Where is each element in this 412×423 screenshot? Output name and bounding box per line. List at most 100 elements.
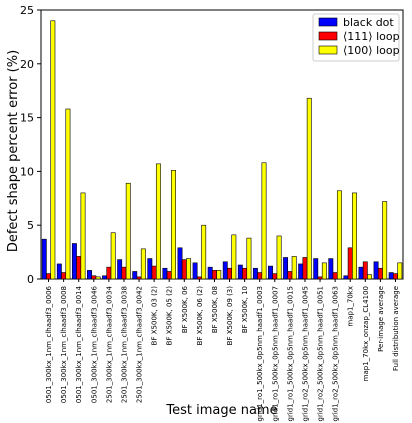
bar — [56, 263, 62, 280]
x-tick-label: map1_70kx — [347, 286, 355, 327]
x-tick-label: 0501_300kx_1nm_clhaadf3_0014 — [75, 285, 83, 403]
bar — [50, 20, 56, 280]
x-tick-label: grid1_ro1_500kx_0p5nm_haadf1_0015 — [286, 286, 294, 421]
bar — [132, 271, 138, 280]
y-tick-label: 25 — [20, 4, 34, 17]
x-tick-label: 2501_300kx_1nm_clhaadf3_0038 — [120, 286, 128, 403]
bar — [201, 224, 207, 280]
bar — [362, 261, 368, 280]
bar — [136, 276, 142, 280]
x-tick-label: grid1_ro1_500kx_0p5nm_haadf1_0007 — [271, 286, 279, 421]
x-tick-label: BF X500K, 10 — [241, 286, 249, 333]
bar — [328, 258, 334, 280]
x-tick-label: Full distribution average — [392, 286, 400, 371]
bar — [177, 247, 183, 280]
bar — [336, 190, 342, 280]
bar — [298, 263, 304, 280]
y-axis-label: Defect shape percent error (%) — [6, 50, 21, 252]
bar — [261, 162, 267, 280]
bar — [388, 272, 394, 280]
bar — [237, 264, 243, 280]
bar — [283, 257, 289, 280]
bar — [95, 276, 101, 280]
legend: black dot⟨111⟩ loop⟨100⟩ loop — [312, 13, 400, 62]
legend-label: ⟨100⟩ loop — [343, 44, 400, 57]
bar — [87, 270, 92, 280]
y-tick-label: 0 — [27, 273, 34, 286]
bar — [291, 256, 297, 280]
x-tick-label: grid1_ro2_500kx_0p5nm_haadf1_0045 — [301, 286, 309, 421]
bar — [162, 267, 168, 280]
bar — [110, 232, 116, 280]
legend-label: ⟨111⟩ loop — [343, 30, 400, 43]
bar — [367, 274, 373, 280]
bar — [216, 270, 222, 280]
bar — [212, 270, 217, 280]
bar — [347, 247, 353, 280]
bar — [397, 262, 403, 280]
x-tick-label: 0501_300kx_1nm_clhaadf3_0006 — [45, 285, 53, 403]
bar — [192, 262, 198, 280]
bar — [186, 258, 192, 280]
bar — [61, 272, 67, 280]
bar — [147, 258, 153, 280]
bar — [343, 275, 349, 280]
y-tick-label: 15 — [20, 112, 34, 125]
y-tick-label: 20 — [20, 58, 34, 71]
x-tick-label: BF X500K, 05 (2) — [166, 286, 174, 346]
bar — [268, 265, 273, 280]
bar — [317, 276, 323, 280]
x-tick-label: BF X500K, 09 (3) — [226, 286, 234, 346]
bar — [171, 170, 176, 280]
bar — [352, 192, 357, 280]
bar — [151, 265, 157, 280]
y-tick-label: 10 — [20, 165, 34, 178]
bar — [140, 248, 146, 280]
bar — [117, 259, 123, 280]
x-tick-label: BF X500K, 03 (2) — [151, 286, 159, 346]
bar — [276, 235, 282, 280]
bar — [121, 266, 127, 280]
legend-label: black dot — [343, 16, 394, 29]
bar — [207, 266, 213, 280]
legend-swatch — [318, 31, 338, 41]
bar — [306, 97, 312, 280]
bar — [106, 266, 112, 280]
x-tick-label: 0501_300kx_1nm_clhaadf3_0046 — [90, 285, 98, 403]
x-tick-label: Per-image average — [377, 286, 385, 352]
bar — [393, 273, 398, 280]
bar — [332, 272, 338, 280]
x-tick-label: grid1_ro2_500kx_0p5nm_haadf1_0063 — [332, 286, 340, 421]
bar — [252, 267, 258, 280]
bar — [102, 275, 108, 280]
bar — [377, 267, 383, 280]
bar — [41, 238, 47, 280]
x-tick-label: 2501_300kx_1nm_clhaadf3_0034 — [105, 285, 113, 403]
bar — [246, 237, 252, 280]
bar — [227, 267, 232, 280]
bar — [231, 234, 237, 280]
x-tick-label: BF X500K, 06 — [181, 285, 189, 333]
bar — [76, 256, 82, 280]
x-tick-label: BF X500K, 06 (2) — [196, 286, 204, 346]
bar — [125, 182, 131, 280]
bar — [272, 273, 278, 280]
x-tick-label: grid1_ro1_500kx_0p5nm_haadf1_0003 — [256, 286, 264, 421]
bar — [46, 273, 51, 280]
x-tick-label: map1_70kx_onzap_CL4100 — [362, 286, 370, 381]
legend-swatch — [318, 17, 338, 27]
bar — [242, 267, 248, 280]
bar — [382, 201, 388, 280]
bar — [321, 262, 327, 280]
x-tick-label: 0501_300kx_1nm_clhaadf3_0008 — [60, 286, 68, 403]
bar — [80, 192, 86, 280]
bar — [65, 108, 71, 280]
bar — [358, 266, 364, 280]
x-tick-label: BF X500K, 08 — [211, 286, 219, 333]
x-tick-label: 2501_300kx_1nm_clhaadf3_0042 — [136, 286, 144, 403]
bar — [181, 259, 187, 280]
x-tick-label: grid1_ro2_500kx_0p5nm_haadf1_0051 — [317, 286, 325, 421]
bar — [222, 261, 228, 280]
legend-swatch — [318, 45, 338, 55]
